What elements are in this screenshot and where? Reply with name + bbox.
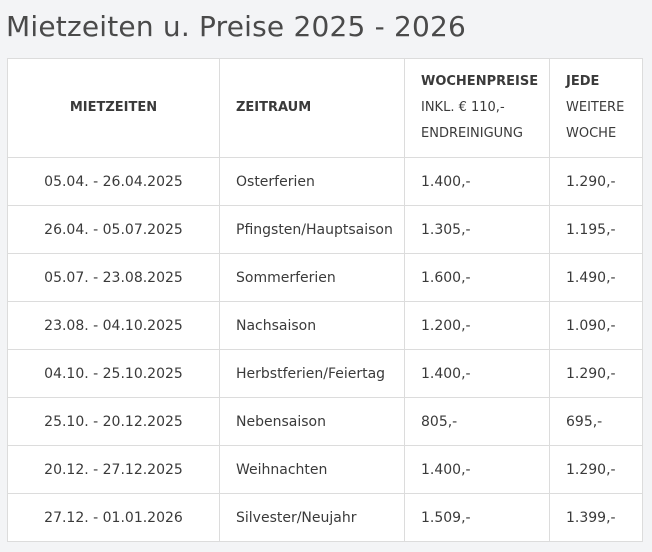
table-row: 26.04. - 05.07.2025 Pfingsten/Hauptsaiso… [7,205,643,254]
cell-weitere-woche: 1.290,- [549,445,643,494]
header-jede-weitere-woche: JEDE WEITERE WOCHE [549,58,643,158]
header-wochenpreise-line3: ENDREINIGUNG [421,126,523,141]
table-row: 20.12. - 27.12.2025 Weihnachten 1.400,- … [7,445,643,494]
cell-weitere-woche: 1.290,- [549,349,643,398]
cell-period: 25.10. - 20.12.2025 [7,397,220,446]
cell-weitere-woche: 1.490,- [549,253,643,302]
cell-wochenpreis: 1.400,- [404,157,550,206]
header-wochenpreise-line2: INKL. € 110,- [421,100,505,115]
cell-period: 04.10. - 25.10.2025 [7,349,220,398]
cell-zeitraum: Osterferien [219,157,405,206]
header-wochenpreise-line1: WOCHENPREISE [421,74,539,89]
table-row: 04.10. - 25.10.2025 Herbstferien/Feierta… [7,349,643,398]
cell-zeitraum: Pfingsten/Hauptsaison [219,205,405,254]
cell-weitere-woche: 1.290,- [549,157,643,206]
table-row: 27.12. - 01.01.2026 Silvester/Neujahr 1.… [7,493,643,542]
cell-period: 20.12. - 27.12.2025 [7,445,220,494]
table-header-row: MIETZEITEN ZEITRAUM WOCHENPREISE INKL. €… [7,58,643,158]
cell-wochenpreis: 1.200,- [404,301,550,350]
header-zeitraum: ZEITRAUM [219,58,405,158]
table-row: 05.04. - 26.04.2025 Osterferien 1.400,- … [7,157,643,206]
cell-wochenpreis: 805,- [404,397,550,446]
cell-wochenpreis: 1.600,- [404,253,550,302]
header-wochenpreise: WOCHENPREISE INKL. € 110,- ENDREINIGUNG [404,58,550,158]
table-row: 05.07. - 23.08.2025 Sommerferien 1.600,-… [7,253,643,302]
price-table: MIETZEITEN ZEITRAUM WOCHENPREISE INKL. €… [7,58,643,542]
cell-wochenpreis: 1.305,- [404,205,550,254]
cell-zeitraum: Silvester/Neujahr [219,493,405,542]
cell-wochenpreis: 1.400,- [404,349,550,398]
cell-zeitraum: Herbstferien/Feiertag [219,349,405,398]
cell-zeitraum: Sommerferien [219,253,405,302]
cell-wochenpreis: 1.400,- [404,445,550,494]
cell-weitere-woche: 1.195,- [549,205,643,254]
cell-weitere-woche: 1.399,- [549,493,643,542]
header-mietzeiten: MIETZEITEN [7,58,220,158]
cell-period: 05.04. - 26.04.2025 [7,157,220,206]
cell-weitere-woche: 695,- [549,397,643,446]
cell-period: 26.04. - 05.07.2025 [7,205,220,254]
cell-zeitraum: Weihnachten [219,445,405,494]
cell-weitere-woche: 1.090,- [549,301,643,350]
page-title: Mietzeiten u. Preise 2025 - 2026 [6,10,467,43]
cell-period: 27.12. - 01.01.2026 [7,493,220,542]
header-jede-weitere-line2: WEITERE [566,100,625,115]
table-row: 23.08. - 04.10.2025 Nachsaison 1.200,- 1… [7,301,643,350]
cell-zeitraum: Nebensaison [219,397,405,446]
cell-wochenpreis: 1.509,- [404,493,550,542]
cell-period: 23.08. - 04.10.2025 [7,301,220,350]
cell-zeitraum: Nachsaison [219,301,405,350]
table-row: 25.10. - 20.12.2025 Nebensaison 805,- 69… [7,397,643,446]
header-jede-weitere-line3: WOCHE [566,126,617,141]
header-jede-weitere-line1: JEDE [566,74,600,89]
cell-period: 05.07. - 23.08.2025 [7,253,220,302]
